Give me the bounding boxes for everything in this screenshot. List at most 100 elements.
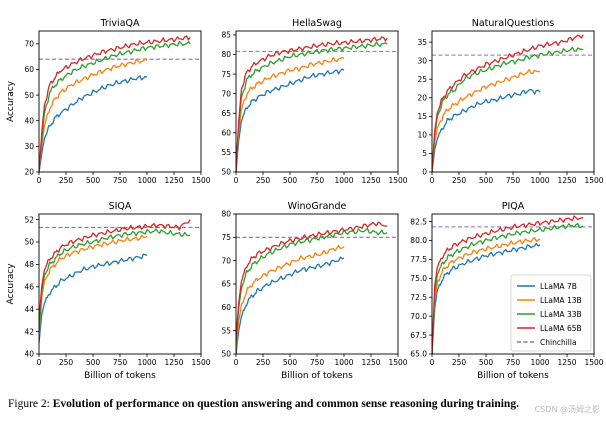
x-tick-label: 1250: [557, 358, 576, 367]
y-tick-label: 70: [221, 256, 231, 265]
y-tick-label: 82.5: [410, 217, 427, 226]
series-llama-7b-line: [432, 88, 541, 172]
subplot-hellaswag: HellaSwag 0 250 500 750 1000 1250 1500 50 55 60 65 7…: [221, 18, 407, 185]
y-tick-label: 50: [24, 91, 34, 100]
y-tick-label: 85: [221, 31, 231, 40]
y-tick-label: 25: [417, 75, 427, 84]
legend-label: LLaMA 13B: [540, 296, 582, 305]
x-tick-label: 1000: [334, 176, 353, 185]
x-tick-label: 500: [479, 176, 494, 185]
series-llama-13b-line: [236, 56, 345, 172]
subplot-title: SIQA: [109, 201, 132, 212]
legend-label: LLaMA 7B: [540, 282, 577, 291]
plot-frame: [38, 213, 202, 355]
x-tick-label: 1250: [361, 358, 380, 367]
y-tick-label: 67.5: [410, 331, 427, 340]
y-tick-label: 77.5: [410, 255, 427, 264]
y-tick-label: 40: [24, 116, 34, 125]
series-llama-13b-line: [432, 236, 541, 354]
x-axis-label: Billion of tokens: [477, 371, 549, 381]
y-tick-label: 72.5: [410, 293, 427, 302]
series-llama-7b-line: [236, 256, 345, 354]
series-llama-65b-line: [236, 36, 388, 172]
legend-label: LLaMA 65B: [540, 324, 582, 333]
plot-frame: [235, 213, 399, 355]
series-llama-13b-line: [39, 57, 148, 172]
y-tick-label: 5: [422, 149, 427, 158]
x-tick-label: 1250: [164, 358, 183, 367]
x-tick-label: 750: [113, 358, 128, 367]
series-llama-65b-line: [236, 221, 388, 341]
y-tick-label: 50: [24, 238, 34, 247]
x-tick-label: 1500: [191, 176, 210, 185]
x-tick-label: 250: [59, 358, 74, 367]
series-llama-33b-line: [39, 40, 191, 172]
y-tick-label: 70: [221, 89, 231, 98]
y-tick-label: 55: [221, 148, 231, 157]
plot-frame: [235, 30, 399, 173]
caption-bold: Evolution of performance on question ans…: [52, 398, 519, 410]
series-llama-7b-line: [432, 242, 541, 354]
figure-caption: Figure 2: Evolution of performance on qu…: [8, 398, 604, 410]
subplot-piqa: PIQA 0 250 500 750 1000 1250 1500 65.0 67.5 70.0 72…: [410, 201, 603, 381]
x-tick-label: 1500: [191, 358, 210, 367]
subplot-title: PIQA: [502, 201, 525, 212]
y-tick-label: 60: [221, 303, 231, 312]
y-tick-label: 40: [24, 350, 34, 359]
series-llama-33b-line: [39, 228, 191, 332]
subplot-naturalquestions: NaturalQuestions 0 250 500 750 1000 1250 1500 0 5…: [417, 18, 603, 185]
x-tick-label: 1500: [388, 176, 407, 185]
y-tick-label: 65: [221, 109, 231, 118]
x-tick-label: 500: [86, 176, 101, 185]
series-llama-65b-line: [39, 219, 191, 321]
y-tick-label: 60: [221, 129, 231, 138]
y-tick-label: 44: [24, 305, 34, 314]
series-llama-7b-line: [236, 68, 345, 172]
y-tick-label: 80: [221, 50, 231, 59]
x-tick-label: 1250: [164, 176, 183, 185]
x-tick-label: 250: [256, 358, 271, 367]
series-llama-7b-line: [39, 75, 148, 172]
x-tick-label: 0: [37, 176, 42, 185]
y-tick-label: 55: [221, 326, 231, 335]
y-tick-label: 50: [221, 168, 231, 177]
y-tick-label: 15: [417, 112, 427, 121]
x-tick-label: 750: [506, 358, 521, 367]
series-llama-33b-line: [236, 41, 388, 172]
x-tick-label: 500: [86, 358, 101, 367]
x-axis-label: Billion of tokens: [281, 371, 353, 381]
x-tick-label: 250: [59, 176, 74, 185]
y-tick-label: 65.0: [410, 350, 427, 359]
y-tick-label: 70: [24, 40, 34, 49]
y-tick-label: 30: [417, 56, 427, 65]
series-llama-65b-line: [432, 215, 584, 354]
legend-box: [510, 274, 592, 352]
x-tick-label: 1000: [334, 358, 353, 367]
y-tick-label: 50: [221, 350, 231, 359]
y-tick-label: 80: [221, 210, 231, 219]
y-tick-label: 35: [417, 38, 427, 47]
series-llama-7b-line: [39, 253, 148, 343]
y-axis-label: Accuracy: [6, 263, 16, 305]
y-tick-label: 10: [417, 131, 427, 140]
y-tick-label: 20: [24, 168, 34, 177]
subplot-triviaqa: TriviaQA 0 250 500 750 1000 1250 1500 20 30 40 50 60…: [6, 18, 211, 185]
x-tick-label: 1000: [530, 176, 549, 185]
x-tick-label: 250: [452, 358, 467, 367]
y-tick-label: 70.0: [410, 312, 427, 321]
y-tick-label: 75.0: [410, 274, 427, 283]
x-tick-label: 0: [37, 358, 42, 367]
x-tick-label: 1250: [557, 176, 576, 185]
y-tick-label: 80.0: [410, 236, 427, 245]
subplot-siqa: SIQA 0 250 500 750 1000 1250 1500 40 42 44 46 48 50 52…: [6, 201, 211, 381]
x-tick-label: 1500: [584, 176, 603, 185]
legend-label: LLaMA 33B: [540, 310, 582, 319]
x-axis-label: Billion of tokens: [84, 371, 156, 381]
x-tick-label: 0: [234, 176, 239, 185]
legend: LLaMA 7B LLaMA 13B LLaMA 33B LLaMA 65B Chinc…: [510, 274, 592, 352]
x-tick-label: 0: [234, 358, 239, 367]
caption-prefix: Figure 2:: [8, 398, 53, 410]
series-llama-33b-line: [432, 46, 584, 172]
y-tick-label: 52: [24, 215, 34, 224]
